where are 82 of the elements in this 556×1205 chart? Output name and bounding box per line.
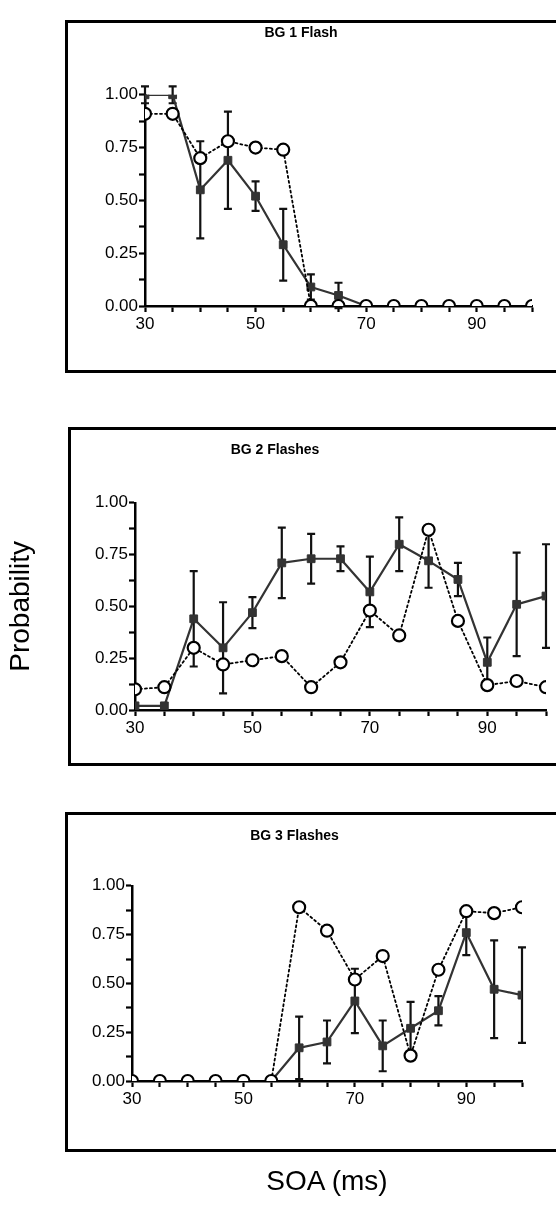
point — [165, 106, 180, 121]
point — [245, 653, 260, 668]
chart-title: BG 3 Flashes — [250, 827, 340, 844]
x-tick-label: 90 — [477, 717, 497, 737]
point — [277, 558, 287, 568]
y-tick-label: 0.50 — [91, 973, 125, 993]
point — [294, 1043, 304, 1053]
point — [424, 556, 433, 566]
point — [453, 575, 463, 584]
y-tick-label: 0.00 — [104, 295, 138, 315]
y-tick-label: 0.00 — [91, 1070, 125, 1090]
point — [306, 554, 316, 564]
point — [251, 191, 260, 201]
x-tick-label: 30 — [122, 1088, 142, 1108]
x-tick-label: 70 — [356, 313, 376, 333]
x-axis-title: SOA (ms) — [266, 1164, 388, 1196]
y-tick-label: 0.75 — [104, 137, 138, 157]
x-tick-label: 90 — [456, 1088, 476, 1108]
point — [489, 984, 499, 994]
point — [223, 155, 233, 165]
y-tick-label: 0.50 — [94, 596, 128, 616]
point — [336, 554, 345, 564]
y-tick-label: 0.25 — [91, 1021, 125, 1041]
x-tick-label: 30 — [135, 313, 155, 333]
point — [193, 151, 208, 166]
x-tick-label: 50 — [242, 717, 262, 737]
point — [459, 904, 474, 919]
point — [403, 1048, 418, 1063]
point — [509, 673, 524, 689]
point — [157, 680, 172, 695]
y-tick-label: 0.25 — [94, 647, 128, 667]
point — [392, 628, 407, 643]
point — [461, 928, 471, 938]
x-tick-label: 90 — [467, 313, 487, 333]
point — [220, 134, 236, 149]
point — [189, 614, 199, 624]
y-tick-label: 0.50 — [104, 190, 138, 210]
point — [434, 1006, 443, 1016]
point — [450, 613, 466, 628]
point — [362, 603, 377, 618]
point — [406, 1023, 415, 1033]
point — [215, 657, 231, 672]
y-tick-label: 0.75 — [91, 924, 125, 944]
point — [480, 678, 495, 693]
point — [218, 643, 228, 653]
chart-title: BG 2 Flashes — [230, 441, 320, 458]
y-tick-label: 1.00 — [91, 875, 125, 895]
point — [322, 1037, 332, 1047]
point — [276, 142, 291, 157]
point — [333, 655, 348, 670]
point — [378, 1041, 388, 1051]
point — [350, 996, 360, 1006]
point — [431, 962, 446, 977]
y-axis-title: Probability — [3, 541, 35, 672]
point — [274, 649, 289, 664]
y-tick-label: 0.75 — [94, 544, 128, 564]
point — [195, 185, 205, 195]
x-tick-label: 30 — [125, 717, 145, 737]
point — [248, 140, 263, 155]
point — [319, 923, 335, 938]
point — [375, 948, 390, 964]
x-tick-label: 70 — [345, 1088, 365, 1108]
point — [365, 587, 375, 597]
y-tick-label: 0.25 — [104, 242, 138, 262]
y-tick-label: 1.00 — [104, 84, 138, 104]
y-tick-label: 0.00 — [94, 699, 128, 719]
x-tick-label: 50 — [246, 313, 266, 333]
point — [347, 972, 362, 987]
point — [304, 680, 319, 695]
point — [394, 539, 404, 549]
point — [487, 906, 502, 921]
point — [482, 657, 492, 667]
point — [512, 599, 522, 609]
x-tick-label: 70 — [360, 717, 380, 737]
point — [159, 701, 169, 710]
point — [186, 640, 201, 655]
point — [248, 608, 257, 618]
chart-title: BG 1 Flash — [264, 24, 338, 41]
point — [292, 900, 307, 915]
point — [421, 522, 436, 537]
x-tick-label: 50 — [233, 1088, 253, 1108]
y-tick-label: 1.00 — [94, 492, 128, 512]
